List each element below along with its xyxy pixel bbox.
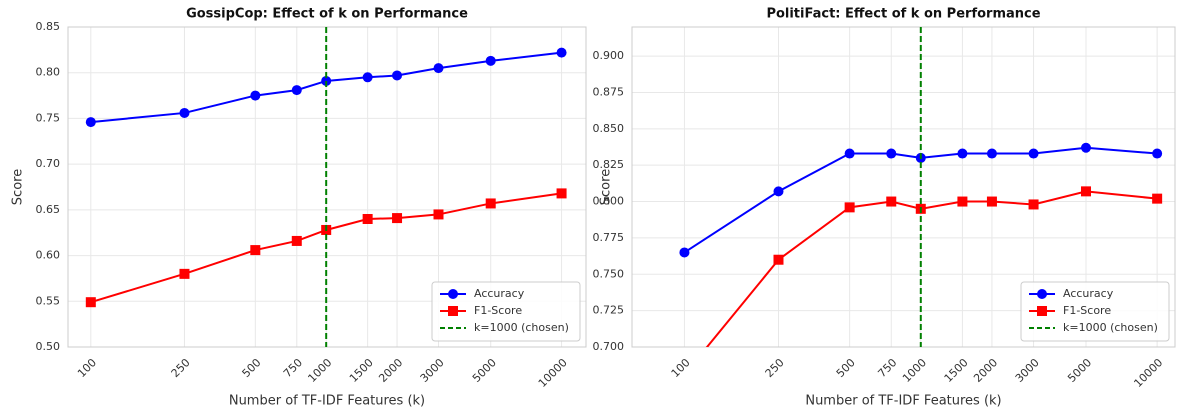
data-point (844, 202, 855, 213)
y-tick-label: 0.85 (36, 20, 61, 33)
data-point (485, 55, 496, 66)
chart-title: GossipCop: Effect of k on Performance (186, 7, 468, 22)
x-tick-label: 250 (763, 356, 787, 380)
y-tick-label: 0.55 (36, 294, 61, 307)
x-tick-label: 750 (875, 356, 899, 380)
data-point (250, 90, 261, 101)
data-point (886, 196, 897, 207)
y-tick-label: 0.875 (593, 85, 625, 98)
data-point (433, 209, 444, 220)
data-point (773, 186, 784, 197)
data-point (844, 148, 855, 159)
data-point (1152, 148, 1163, 159)
legend-marker (1037, 306, 1047, 316)
data-point (85, 297, 96, 308)
data-point (556, 188, 567, 199)
y-tick-label: 0.775 (593, 231, 625, 244)
data-point (485, 198, 496, 209)
y-tick-label: 0.700 (593, 340, 625, 353)
x-tick-label: 1000 (900, 356, 929, 385)
legend-label: k=1000 (chosen) (1063, 321, 1158, 334)
data-point (291, 85, 302, 96)
data-point (433, 63, 444, 74)
legend-label: k=1000 (chosen) (474, 321, 569, 334)
y-axis-label: Score (599, 169, 614, 205)
legend-label: Accuracy (474, 287, 525, 300)
x-tick-label: 1500 (942, 356, 971, 385)
x-tick-label: 250 (169, 356, 193, 380)
legend-marker (1037, 289, 1047, 299)
series-line (705, 190, 1158, 347)
series-line (683, 146, 1158, 254)
legend-marker (448, 306, 458, 316)
data-point (321, 75, 332, 86)
data-point (179, 268, 190, 279)
data-point (179, 107, 190, 118)
data-point (85, 117, 96, 128)
y-tick-label: 0.850 (593, 122, 625, 135)
x-axis-label: Number of TF-IDF Features (k) (229, 394, 425, 409)
x-tick-label: 3000 (1013, 356, 1042, 385)
x-tick-label: 100 (669, 356, 693, 380)
chart-title: PolitiFact: Effect of k on Performance (766, 7, 1040, 22)
plot-area (85, 47, 567, 308)
y-tick-label: 0.70 (36, 157, 61, 170)
y-tick-label: 0.50 (36, 340, 61, 353)
x-tick-label: 1000 (305, 356, 334, 385)
x-tick-label: 10000 (536, 356, 570, 390)
data-point (1152, 193, 1163, 204)
plot-frame (631, 26, 1176, 348)
plot-area (679, 142, 1163, 347)
legend-label: F1-Score (474, 304, 522, 317)
data-point (773, 254, 784, 265)
legend-box (1020, 281, 1170, 342)
series-line (90, 51, 562, 124)
legend-marker (448, 289, 458, 299)
x-tick-label: 100 (75, 356, 99, 380)
x-axis-label: Number of TF-IDF Features (k) (805, 394, 1001, 409)
data-point (957, 148, 968, 159)
data-point (1080, 142, 1091, 153)
y-axis-label: Score (11, 169, 26, 205)
y-tick-label: 0.900 (593, 49, 625, 62)
y-tick-label: 0.60 (36, 249, 61, 262)
series-line (90, 192, 562, 304)
legend-label: Accuracy (1063, 287, 1114, 300)
data-point (392, 213, 403, 224)
legend-box (431, 281, 581, 342)
y-tick-label: 0.80 (36, 66, 61, 79)
y-tick-label: 0.75 (36, 111, 61, 124)
data-point (556, 47, 567, 58)
x-tick-label: 500 (240, 356, 264, 380)
data-point (1080, 186, 1091, 197)
data-point (986, 196, 997, 207)
x-tick-label: 1500 (347, 356, 376, 385)
data-point (1028, 199, 1039, 210)
x-tick-label: 500 (834, 356, 858, 380)
x-tick-label: 5000 (1065, 356, 1094, 385)
y-tick-label: 0.725 (593, 304, 625, 317)
x-tick-label: 750 (281, 356, 305, 380)
data-point (250, 245, 261, 256)
x-tick-label: 10000 (1131, 356, 1165, 390)
data-point (392, 70, 403, 81)
x-tick-label: 2000 (971, 356, 1000, 385)
data-point (986, 148, 997, 159)
y-tick-label: 0.800 (593, 195, 625, 208)
y-tick-label: 0.750 (593, 267, 625, 280)
data-point (362, 72, 373, 83)
x-tick-label: 5000 (470, 356, 499, 385)
data-point (886, 148, 897, 159)
y-tick-label: 0.65 (36, 203, 61, 216)
x-tick-label: 3000 (418, 356, 447, 385)
data-point (1028, 148, 1039, 159)
y-tick-label: 0.825 (593, 158, 625, 171)
data-point (362, 214, 373, 224)
data-point (679, 247, 690, 258)
x-tick-label: 2000 (376, 356, 405, 385)
data-point (291, 235, 302, 246)
legend-label: F1-Score (1063, 304, 1111, 317)
data-point (957, 196, 968, 207)
